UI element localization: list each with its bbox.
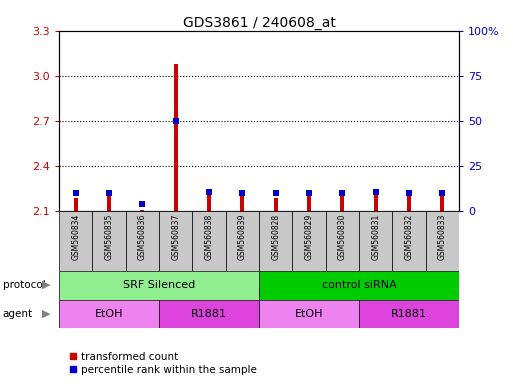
Bar <box>392 211 426 271</box>
Bar <box>359 300 459 328</box>
Bar <box>126 211 159 271</box>
Text: GSM560830: GSM560830 <box>338 214 347 260</box>
Bar <box>92 211 126 271</box>
Bar <box>426 211 459 271</box>
Text: protocol: protocol <box>3 280 45 290</box>
Bar <box>174 64 177 211</box>
Bar <box>307 196 311 211</box>
Title: GDS3861 / 240608_at: GDS3861 / 240608_at <box>183 16 336 30</box>
Text: SRF Silenced: SRF Silenced <box>123 280 195 290</box>
Bar <box>259 211 292 271</box>
Text: GSM560836: GSM560836 <box>138 214 147 260</box>
Bar <box>226 211 259 271</box>
Text: ▶: ▶ <box>42 309 50 319</box>
Bar <box>326 211 359 271</box>
Bar <box>207 193 211 211</box>
Bar <box>192 211 226 271</box>
Text: GSM560839: GSM560839 <box>238 214 247 260</box>
Bar <box>159 300 259 328</box>
Text: GSM560838: GSM560838 <box>205 214 213 260</box>
Bar <box>341 195 344 211</box>
Text: control siRNA: control siRNA <box>322 280 397 290</box>
Bar <box>107 195 111 211</box>
Text: R1881: R1881 <box>391 309 427 319</box>
Bar <box>241 195 244 211</box>
Text: GSM560834: GSM560834 <box>71 214 80 260</box>
Bar <box>259 300 359 328</box>
Text: GSM560835: GSM560835 <box>105 214 113 260</box>
Bar <box>274 198 278 211</box>
Bar <box>292 211 326 271</box>
Bar <box>59 211 92 271</box>
Bar <box>374 195 378 211</box>
Bar <box>74 198 77 211</box>
Text: GSM560829: GSM560829 <box>305 214 313 260</box>
Bar <box>141 210 144 211</box>
Text: R1881: R1881 <box>191 309 227 319</box>
Bar <box>407 195 411 211</box>
Bar <box>159 211 192 271</box>
Bar <box>59 271 259 300</box>
Legend: transformed count, percentile rank within the sample: transformed count, percentile rank withi… <box>64 348 261 379</box>
Bar <box>59 300 159 328</box>
Text: EtOH: EtOH <box>95 309 123 319</box>
Text: agent: agent <box>3 309 33 319</box>
Text: GSM560828: GSM560828 <box>271 214 280 260</box>
Bar <box>259 271 459 300</box>
Text: GSM560831: GSM560831 <box>371 214 380 260</box>
Bar <box>359 211 392 271</box>
Text: GSM560832: GSM560832 <box>405 214 413 260</box>
Text: GSM560833: GSM560833 <box>438 214 447 260</box>
Bar <box>441 195 444 211</box>
Text: ▶: ▶ <box>42 280 50 290</box>
Text: GSM560837: GSM560837 <box>171 214 180 260</box>
Text: EtOH: EtOH <box>295 309 323 319</box>
